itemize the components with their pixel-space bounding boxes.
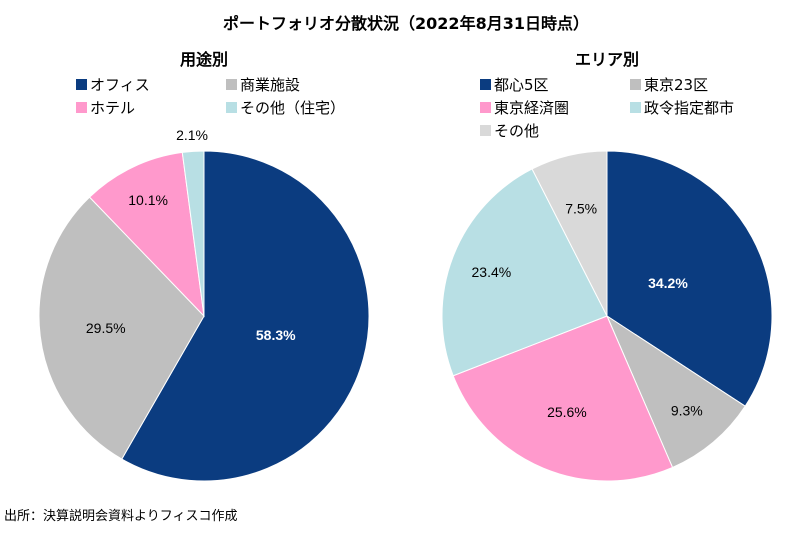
legend-swatch — [630, 79, 641, 90]
pie-slice — [531, 150, 608, 317]
legend-label: 都心5区 — [494, 76, 549, 94]
chart-title: ポートフォリオ分散状況（2022年8月31日時点） — [223, 14, 589, 33]
pie-slice — [121, 150, 370, 482]
legend-swatch — [226, 102, 237, 113]
pie-slice — [181, 150, 205, 317]
legend-item: オフィス — [76, 74, 226, 95]
legend-item: 都心5区 — [480, 74, 630, 95]
legend-swatch — [226, 79, 237, 90]
data-label: 2.1% — [176, 127, 208, 143]
pie-slice — [441, 168, 608, 377]
data-label: 25.6% — [547, 404, 587, 420]
pie-slice — [452, 315, 674, 482]
pie-slice — [38, 196, 205, 460]
pie-slice — [605, 314, 746, 469]
legend-swatch — [76, 102, 87, 113]
legend-swatch — [480, 125, 491, 136]
legend-usage: オフィス 商業施設ホテル その他（住宅） — [76, 74, 376, 118]
legend-area: 都心5区 東京23区東京経済圏 政令指定都市その他 — [480, 74, 780, 141]
legend-item: その他（住宅） — [226, 97, 376, 118]
legend-label: 商業施設 — [240, 76, 301, 94]
legend-label: 東京23区 — [644, 76, 709, 94]
legend-item: ホテル — [76, 97, 226, 118]
legend-label: オフィス — [90, 76, 150, 94]
legend-label: その他 — [494, 122, 540, 140]
legend-label: 東京経済圏 — [494, 99, 570, 117]
legend-item: 東京23区 — [630, 74, 780, 95]
legend-item: 政令指定都市 — [630, 97, 780, 118]
legend-label: その他（住宅） — [240, 99, 346, 117]
legend-swatch — [76, 79, 87, 90]
legend-swatch — [480, 102, 491, 113]
legend-label: 政令指定都市 — [644, 99, 735, 117]
data-label: 34.2% — [648, 275, 688, 291]
data-label: 58.3% — [256, 327, 296, 343]
source-note: 出所：決算説明会資料よりフィスコ作成 — [4, 509, 238, 524]
pie-title-area: エリア別 — [574, 50, 639, 69]
pie-title-usage: 用途別 — [179, 50, 228, 69]
data-label: 9.3% — [671, 403, 703, 419]
data-label: 7.5% — [565, 201, 597, 217]
data-label: 23.4% — [472, 264, 512, 280]
data-label: 10.1% — [128, 192, 168, 208]
data-label: 29.5% — [86, 320, 126, 336]
legend-swatch — [630, 102, 641, 113]
legend-item: 東京経済圏 — [480, 97, 630, 118]
legend-swatch — [480, 79, 491, 90]
legend-label: ホテル — [90, 99, 136, 117]
legend-item: 商業施設 — [226, 74, 376, 95]
legend-item: その他 — [480, 120, 630, 141]
pie-slice — [88, 151, 205, 318]
